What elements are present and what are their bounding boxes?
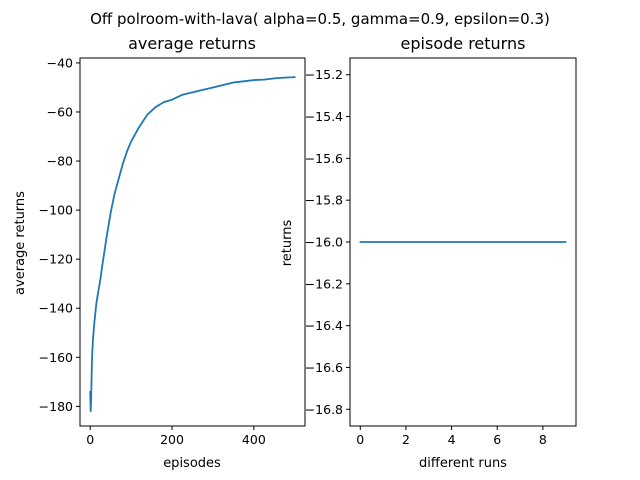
y-tick-label: −16.0 xyxy=(305,235,343,250)
x-tick-label: 6 xyxy=(493,432,501,447)
y-tick-label: −16.4 xyxy=(305,318,343,333)
figure-suptitle: Off polroom-with-lava( alpha=0.5, gamma=… xyxy=(90,10,550,28)
y-tick-label: −140 xyxy=(39,301,73,316)
x-tick-label: 4 xyxy=(448,432,456,447)
y-tick-label: −120 xyxy=(39,252,73,267)
axes-frame xyxy=(349,57,577,427)
y-tick-label: −80 xyxy=(47,154,73,169)
y-tick-label: −160 xyxy=(39,350,73,365)
chart-title: episode returns xyxy=(401,34,526,53)
chart-episode-returns: episode returns different runs returns 0… xyxy=(280,34,577,471)
chart-title: average returns xyxy=(128,34,256,53)
axes-frame xyxy=(79,57,306,427)
x-tick-label: 0 xyxy=(86,432,94,447)
y-tick-label: −100 xyxy=(39,203,73,218)
y-tick-label: −16.8 xyxy=(305,402,343,417)
series-group xyxy=(89,76,296,413)
x-tick-label: 2 xyxy=(402,432,410,447)
x-tick-label: 200 xyxy=(160,432,184,447)
y-tick-label: −15.8 xyxy=(305,193,343,208)
y-axis-label: returns xyxy=(280,220,295,267)
x-tick-label: 8 xyxy=(539,432,547,447)
y-tick-label: −180 xyxy=(39,399,73,414)
y-tick-label: −15.2 xyxy=(305,67,343,82)
x-tick-label: 400 xyxy=(242,432,266,447)
chart-average-returns: average returns episodes average returns… xyxy=(13,34,306,471)
y-tick-label: −15.6 xyxy=(305,151,343,166)
x-axis-label: different runs xyxy=(419,456,507,471)
tick-group: 0 200 400 −180 −160 −140 −120 −100 −80 −60 −40 xyxy=(39,55,266,447)
y-tick-label: −40 xyxy=(47,55,73,70)
y-tick-label: −16.6 xyxy=(305,360,343,375)
y-tick-label: −60 xyxy=(47,104,73,119)
tick-group: 0 2 4 6 8 −16.8 −16.6 −16.4 −16.2 −16.0 −15.8 −15.6… xyxy=(305,67,547,447)
x-tick-label: 0 xyxy=(356,432,364,447)
x-axis-label: episodes xyxy=(163,456,221,471)
y-tick-label: −16.2 xyxy=(305,276,343,291)
y-tick-label: −15.4 xyxy=(305,109,343,124)
series-line xyxy=(89,76,296,413)
y-axis-label: average returns xyxy=(13,191,28,295)
